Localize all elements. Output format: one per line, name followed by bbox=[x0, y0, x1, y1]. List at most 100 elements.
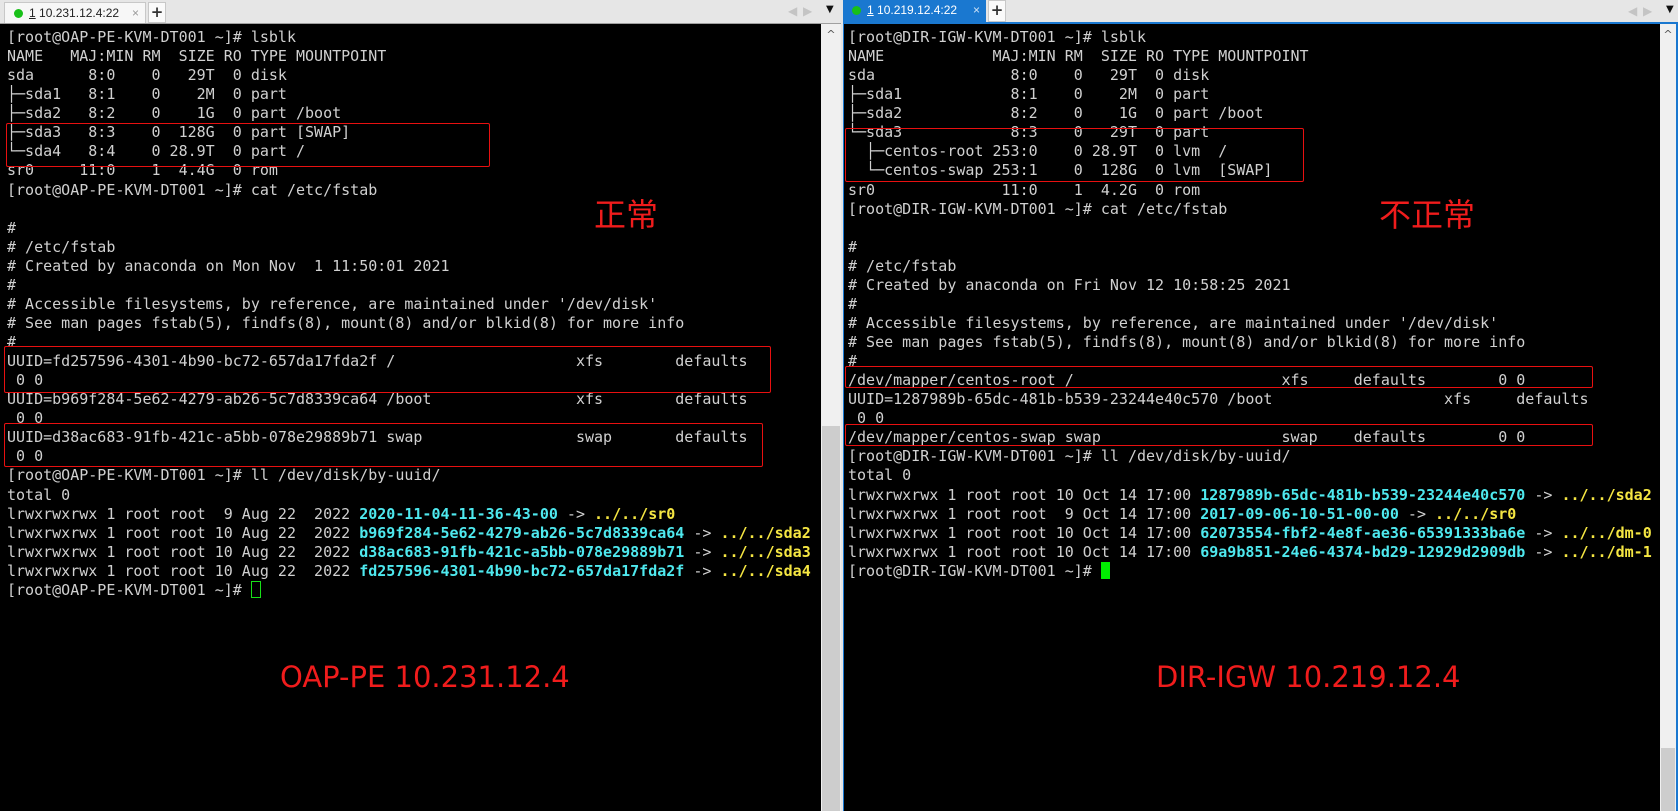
symlink-entry: lrwxrwxrwx 1 root root 10 Oct 14 17:00 1… bbox=[848, 486, 1652, 505]
tab-session-right[interactable]: 1 10.219.12.4:22 × bbox=[843, 0, 986, 22]
prev-tab-icon[interactable]: ◀ bbox=[788, 4, 798, 18]
terminal-line: NAME MAJ:MIN RM SIZE RO TYPE MOUNTPOINT bbox=[7, 47, 387, 66]
scrollbar-thumb[interactable] bbox=[1661, 748, 1675, 811]
terminal-line: UUID=b969f284-5e62-4279-ab26-5c7d8339ca6… bbox=[7, 390, 748, 409]
symlink-entry: lrwxrwxrwx 1 root root 9 Oct 14 17:00 20… bbox=[848, 505, 1652, 524]
terminal-line: └─sda3 8:3 0 29T 0 part bbox=[848, 123, 1210, 142]
symlink-target: ../../sda4 bbox=[720, 561, 811, 580]
tab-index: 1 bbox=[867, 3, 874, 17]
prompt-text: [root@OAP-PE-KVM-DT001 ~]# bbox=[7, 580, 251, 599]
terminal-line: └─sda4 8:4 0 28.9T 0 part / bbox=[7, 142, 306, 161]
terminal-line: sda 8:0 0 29T 0 disk bbox=[7, 66, 287, 85]
tab-menu-icon[interactable]: ▼ bbox=[1666, 4, 1674, 15]
new-tab-button[interactable]: + bbox=[148, 2, 166, 23]
entry-attributes: lrwxrwxrwx 1 root root 10 Oct 14 17:00 bbox=[848, 485, 1201, 504]
terminal-lines: [root@DIR-IGW-KVM-DT001 ~]# lsblk NAME MA… bbox=[848, 28, 1652, 581]
highlight-left-root-entry bbox=[4, 346, 771, 393]
terminal-line: ├─sda3 8:3 0 128G 0 part [SWAP] bbox=[7, 123, 351, 142]
terminal-line: 0 0 bbox=[848, 409, 885, 428]
terminal-line: ├─centos-root 253:0 0 28.9T 0 lvm / bbox=[848, 142, 1228, 161]
terminal-output[interactable]: [root@DIR-IGW-KVM-DT001 ~]# lsblk NAME MA… bbox=[843, 24, 1660, 811]
scrollbar-thumb[interactable] bbox=[822, 426, 840, 811]
terminal-line: # /etc/fstab bbox=[848, 256, 957, 275]
close-icon[interactable]: × bbox=[972, 3, 980, 17]
terminal-line: # See man pages fstab(5), findfs(8), mou… bbox=[848, 333, 1526, 351]
symlink-name: d38ac683-91fb-421c-a5bb-078e29889b71 bbox=[359, 542, 685, 561]
terminal-line bbox=[848, 219, 1652, 238]
terminal-prompt: [root@OAP-PE-KVM-DT001 ~]# bbox=[7, 580, 811, 600]
symlink-target: ../../sda3 bbox=[720, 542, 811, 561]
symlink-arrow: -> bbox=[557, 504, 595, 523]
next-tab-icon[interactable]: ▶ bbox=[803, 4, 813, 18]
terminal-output[interactable]: [root@OAP-PE-KVM-DT001 ~]# lsblk NAME MAJ… bbox=[0, 24, 821, 811]
cursor-icon[interactable] bbox=[250, 580, 261, 598]
new-tab-button[interactable]: + bbox=[988, 0, 1006, 22]
symlink-target: ../../sr0 bbox=[594, 504, 676, 523]
symlink-name: 1287989b-65dc-481b-b539-23244e40c570 bbox=[1200, 485, 1526, 504]
tab-index: 1 bbox=[29, 6, 36, 20]
terminal-line: └─centos-swap 253:1 0 128G 0 lvm [SWAP] bbox=[848, 161, 1273, 180]
prompt-text: [root@DIR-IGW-KVM-DT001 ~]# bbox=[848, 561, 1101, 580]
entry-attributes: lrwxrwxrwx 1 root root 10 Aug 22 2022 bbox=[7, 542, 360, 561]
scrollbar[interactable]: ^ bbox=[1660, 24, 1676, 811]
scroll-up-icon[interactable]: ^ bbox=[1663, 28, 1673, 41]
terminal-line: # Accessible filesystems, by reference, … bbox=[848, 313, 1499, 332]
terminal-prompt: [root@DIR-IGW-KVM-DT001 ~]# bbox=[848, 561, 1652, 581]
terminal-line: # Created by anaconda on Mon Nov 1 11:50… bbox=[7, 256, 450, 275]
symlink-target: ../../dm-0 bbox=[1561, 523, 1652, 542]
entry-attributes: lrwxrwxrwx 1 root root 9 Aug 22 2022 bbox=[7, 504, 360, 523]
terminal-line: UUID=d38ac683-91fb-421c-a5bb-078e29889b7… bbox=[7, 428, 748, 447]
scroll-up-icon[interactable]: ^ bbox=[826, 28, 836, 41]
terminal-line: ├─sda1 8:1 0 2M 0 part bbox=[848, 85, 1210, 104]
entry-attributes: lrwxrwxrwx 1 root root 10 Aug 22 2022 bbox=[7, 523, 360, 542]
annotation-host-right: DIR-IGW 10.219.12.4 bbox=[1156, 660, 1461, 694]
terminal-line: [root@OAP-PE-KVM-DT001 ~]# lsblk bbox=[7, 28, 296, 46]
symlink-entry: lrwxrwxrwx 1 root root 10 Oct 14 17:00 6… bbox=[848, 543, 1652, 562]
terminal-line: ├─sda2 8:2 0 1G 0 part /boot bbox=[7, 104, 342, 123]
terminal-line: # bbox=[7, 275, 17, 294]
annotation-status-normal: 正常 bbox=[594, 196, 659, 234]
tab-title: 10.219.12.4:22 bbox=[877, 3, 958, 17]
symlink-entry: lrwxrwxrwx 1 root root 9 Aug 22 2022 202… bbox=[7, 505, 811, 524]
close-icon[interactable]: × bbox=[131, 6, 139, 20]
highlight-left-partitions bbox=[6, 123, 490, 167]
focus-border bbox=[1676, 24, 1678, 811]
symlink-arrow: -> bbox=[684, 542, 721, 561]
terminal-line: 0 0 bbox=[7, 371, 44, 390]
annotation-status-abnormal: 不正常 bbox=[1379, 196, 1476, 234]
terminal-line: [root@OAP-PE-KVM-DT001 ~]# ll /dev/disk/… bbox=[7, 466, 441, 485]
scrollbar[interactable]: ^ bbox=[821, 24, 841, 811]
symlink-arrow: -> bbox=[684, 523, 721, 542]
cursor-icon[interactable] bbox=[1100, 561, 1110, 579]
symlink-arrow: -> bbox=[1525, 523, 1562, 542]
tab-title: 10.231.12.4:22 bbox=[39, 6, 120, 20]
tab-label: 1 10.231.12.4:22 bbox=[29, 3, 119, 23]
symlink-target: ../../sda2 bbox=[720, 523, 811, 542]
terminal-line: ├─sda2 8:2 0 1G 0 part /boot bbox=[848, 104, 1264, 123]
prev-tab-icon[interactable]: ◀ bbox=[1628, 4, 1638, 18]
terminal-line: sda 8:0 0 29T 0 disk bbox=[848, 66, 1210, 85]
terminal-line: # See man pages fstab(5), findfs(8), mou… bbox=[7, 313, 685, 332]
next-tab-icon[interactable]: ▶ bbox=[1643, 4, 1653, 18]
symlink-arrow: -> bbox=[1398, 504, 1436, 523]
symlink-target: ../../sda2 bbox=[1561, 485, 1652, 504]
symlink-arrow: -> bbox=[684, 561, 721, 580]
symlink-arrow: -> bbox=[1525, 485, 1562, 504]
entry-attributes: lrwxrwxrwx 1 root root 10 Oct 14 17:00 bbox=[848, 523, 1201, 542]
terminal-line: # bbox=[848, 294, 858, 313]
terminal-line: # bbox=[848, 352, 858, 371]
terminal-lines: [root@OAP-PE-KVM-DT001 ~]# lsblk NAME MAJ… bbox=[7, 28, 811, 600]
symlink-name: 2017-09-06-10-51-00-00 bbox=[1200, 504, 1399, 523]
connected-status-icon bbox=[852, 6, 861, 15]
tab-label: 1 10.219.12.4:22 bbox=[867, 0, 957, 20]
terminal-line: /dev/mapper/centos-root / xfs defaults 0… bbox=[848, 371, 1526, 390]
symlink-entry: lrwxrwxrwx 1 root root 10 Oct 14 17:00 6… bbox=[848, 524, 1652, 543]
terminal-line: # Accessible filesystems, by reference, … bbox=[7, 294, 658, 313]
tab-session-left[interactable]: 1 10.231.12.4:22 × bbox=[4, 2, 146, 23]
tab-menu-icon[interactable]: ▼ bbox=[826, 4, 834, 15]
terminal-line: NAME MAJ:MIN RM SIZE RO TYPE MOUNTPOINT bbox=[848, 47, 1309, 66]
symlink-name: 69a9b851-24e6-4374-bd29-12929d2909db bbox=[1200, 542, 1526, 561]
entry-attributes: lrwxrwxrwx 1 root root 10 Aug 22 2022 bbox=[7, 561, 360, 580]
terminal-line: [root@DIR-IGW-KVM-DT001 ~]# ll /dev/disk… bbox=[848, 447, 1291, 466]
terminal-line: sr0 11:0 1 4.4G 0 rom bbox=[7, 161, 278, 180]
